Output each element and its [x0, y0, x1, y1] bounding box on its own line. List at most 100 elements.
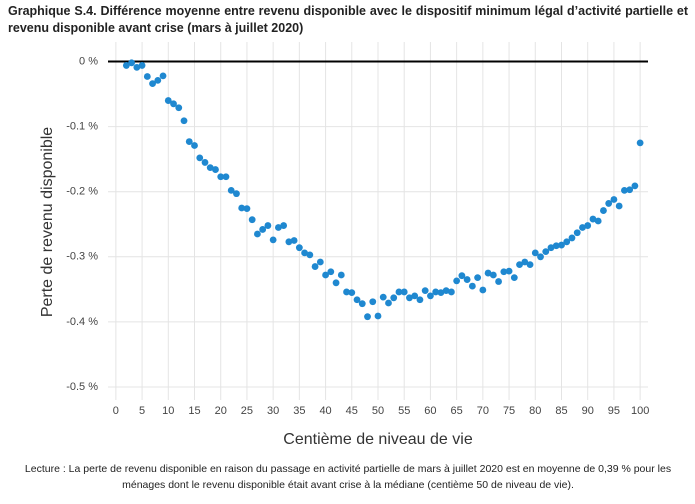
point — [594, 217, 602, 225]
point — [201, 159, 209, 166]
point — [143, 73, 151, 80]
point — [327, 268, 335, 276]
point — [479, 286, 487, 294]
x-tick-label: 0 — [113, 405, 119, 417]
point — [306, 251, 314, 259]
x-tick-label: 20 — [215, 405, 227, 417]
chart-note: Lecture : La perte de revenu disponible … — [24, 463, 672, 491]
y-tick-label: -0.1 % — [66, 121, 98, 133]
x-tick-label: 100 — [631, 405, 649, 417]
point — [437, 289, 445, 296]
point — [122, 62, 130, 69]
x-axis-label: Centième de niveau de vie — [283, 431, 473, 448]
x-tick-label: 90 — [582, 405, 594, 417]
y-tick-label: 0 % — [79, 55, 98, 67]
point — [149, 80, 156, 88]
point — [552, 242, 560, 250]
point — [442, 287, 450, 295]
point — [133, 63, 141, 71]
point — [222, 173, 230, 181]
point — [285, 238, 293, 246]
point — [337, 271, 345, 279]
point — [427, 292, 434, 300]
point — [432, 288, 440, 296]
point — [547, 244, 555, 252]
point — [316, 258, 324, 266]
point — [558, 241, 565, 249]
point — [196, 154, 204, 162]
point — [636, 139, 644, 147]
point — [227, 187, 235, 194]
point — [290, 237, 298, 244]
point — [589, 215, 597, 223]
x-tick-label: 60 — [424, 405, 436, 417]
point — [353, 296, 361, 304]
point — [170, 100, 177, 108]
point — [311, 263, 319, 270]
point — [484, 269, 492, 277]
point — [573, 229, 581, 237]
point — [180, 117, 188, 125]
point — [421, 287, 429, 295]
point — [542, 248, 550, 255]
point — [358, 300, 366, 308]
x-tick-label: 15 — [188, 405, 200, 417]
x-tick-label: 35 — [293, 405, 305, 417]
point — [447, 288, 455, 296]
point — [605, 200, 613, 207]
point — [615, 202, 623, 210]
point — [295, 244, 303, 252]
point — [416, 296, 424, 304]
x-tick-label: 40 — [319, 405, 331, 417]
point — [474, 274, 482, 282]
point — [343, 288, 350, 296]
x-tick-label: 85 — [555, 405, 567, 417]
point — [489, 271, 497, 279]
point — [390, 294, 398, 302]
point — [600, 207, 607, 214]
point — [453, 277, 461, 285]
point — [254, 230, 261, 238]
point — [531, 249, 539, 257]
point — [610, 196, 618, 203]
point — [495, 278, 502, 285]
point — [579, 224, 586, 231]
point — [379, 293, 387, 301]
y-axis-label: Perte de revenu disponible — [39, 127, 56, 317]
point — [510, 274, 518, 282]
point — [280, 222, 288, 229]
x-tick-label: 95 — [608, 405, 620, 417]
point — [621, 187, 628, 194]
point — [159, 72, 167, 80]
point — [138, 62, 146, 69]
y-tick-label: -0.5 % — [66, 381, 98, 393]
point — [259, 226, 267, 233]
point — [243, 205, 251, 213]
point — [563, 238, 571, 246]
point — [505, 267, 513, 275]
point — [584, 222, 592, 229]
point — [526, 261, 534, 269]
x-tick-label: 45 — [346, 405, 358, 417]
chart-title: Graphique S.4. Différence moyenne entre … — [8, 4, 688, 35]
point — [348, 289, 356, 296]
point — [248, 216, 256, 224]
point — [185, 138, 193, 145]
point — [516, 261, 523, 269]
point — [411, 292, 419, 300]
point — [458, 272, 466, 280]
y-tick-label: -0.4 % — [66, 316, 98, 328]
point — [269, 236, 277, 244]
point — [500, 268, 508, 276]
point — [191, 142, 198, 149]
point — [568, 234, 576, 242]
point — [369, 298, 377, 306]
point — [626, 186, 634, 194]
point — [463, 276, 471, 283]
x-tick-label: 70 — [477, 405, 489, 417]
x-tick-label: 75 — [503, 405, 515, 417]
point — [301, 249, 309, 257]
point — [217, 173, 225, 181]
